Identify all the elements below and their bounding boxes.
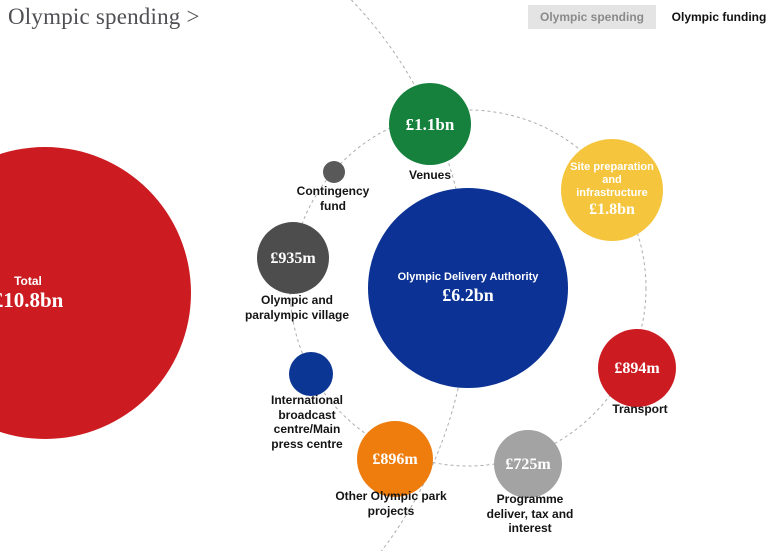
label-transport: Transport <box>612 402 668 416</box>
bubble-contingency-fund[interactable] <box>323 161 345 183</box>
bubble-olympic-village[interactable]: £935m <box>257 222 329 294</box>
bubble-oda-value: £6.2bn <box>442 284 494 305</box>
bubble-olympic-delivery-authority[interactable]: Olympic Delivery Authority £6.2bn <box>368 188 568 388</box>
label-contingency-fund: Contingency fund <box>296 184 370 213</box>
label-venues: Venues <box>408 168 452 182</box>
bubble-site-preparation[interactable]: Site preparation and infrastructure £1.8… <box>561 139 663 241</box>
bubble-site-label: Site preparation and infrastructure <box>570 161 654 199</box>
bubble-programme-delivery[interactable]: £725m <box>494 430 562 498</box>
bubble-total-label: Total <box>14 273 42 288</box>
bubble-oda-label: Olympic Delivery Authority <box>397 270 539 283</box>
bubble-venues[interactable]: £1.1bn <box>389 83 471 165</box>
bubble-venues-value: £1.1bn <box>405 114 455 134</box>
bubble-site-value: £1.8bn <box>589 201 635 218</box>
bubble-other-value: £896m <box>372 450 418 468</box>
page-title: Olympic spending > <box>8 4 200 29</box>
bubble-other-olympic-park-projects[interactable]: £896m <box>357 421 433 497</box>
bubble-village-value: £935m <box>270 249 316 267</box>
label-programme-delivery: Programme deliver, tax and interest <box>486 492 574 535</box>
tab-olympic-funding[interactable]: Olympic funding <box>658 5 780 29</box>
label-olympic-village: Olympic and paralympic village <box>244 293 350 322</box>
label-other-olympic-park-projects: Other Olympic park projects <box>335 489 447 518</box>
bubble-programme-value: £725m <box>505 455 551 473</box>
bubble-international-broadcast-centre[interactable] <box>289 352 333 396</box>
bubble-transport-value: £894m <box>614 359 660 377</box>
bubble-transport[interactable]: £894m <box>598 329 676 407</box>
tab-olympic-spending[interactable]: Olympic spending <box>528 5 656 29</box>
label-international-broadcast-centre: International broadcast centre/Main pres… <box>270 393 344 451</box>
bubble-total-value: £10.8bn <box>0 287 64 312</box>
